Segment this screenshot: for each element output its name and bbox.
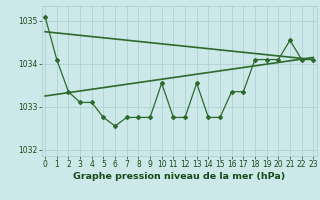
X-axis label: Graphe pression niveau de la mer (hPa): Graphe pression niveau de la mer (hPa) [73,172,285,181]
